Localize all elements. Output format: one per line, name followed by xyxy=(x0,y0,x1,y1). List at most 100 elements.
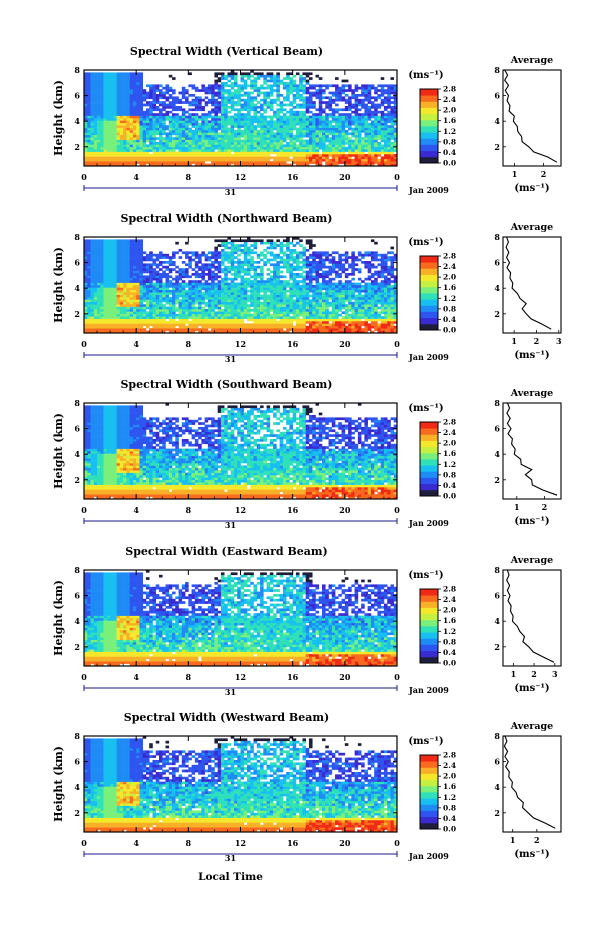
heatmap-cell xyxy=(299,118,303,121)
heatmap-cell xyxy=(106,330,111,333)
heatmap-cell xyxy=(185,149,189,152)
heatmap-cell xyxy=(97,309,101,312)
heatmap-cell xyxy=(158,275,163,279)
heatmap-cell xyxy=(364,122,368,126)
heatmap-cell xyxy=(191,151,196,155)
heatmap-cell xyxy=(119,316,124,319)
heatmap-cell xyxy=(126,158,130,162)
heatmap-cell xyxy=(100,142,104,145)
heatmap-cell xyxy=(93,253,98,257)
heatmap-cell xyxy=(247,98,251,102)
heatmap-cell xyxy=(100,110,104,114)
heatmap-cell xyxy=(240,113,245,116)
heatmap-cell xyxy=(243,137,248,140)
heatmap-cell xyxy=(149,323,153,327)
y-tick-label: 8 xyxy=(74,65,80,75)
heatmap-cell xyxy=(312,101,316,104)
heatmap-cell xyxy=(364,96,368,100)
heatmap-cell xyxy=(191,103,196,107)
heatmap-cell xyxy=(230,91,235,95)
heatmap-cell xyxy=(149,103,153,107)
heatmap-cell xyxy=(302,72,307,76)
heatmap-cell xyxy=(178,101,183,104)
heatmap-cell xyxy=(335,96,339,100)
heatmap-cell xyxy=(227,96,232,100)
heatmap-cell xyxy=(357,86,362,90)
heatmap-cell xyxy=(106,113,111,116)
heatmap-cell xyxy=(260,139,264,143)
heatmap-cell xyxy=(126,137,130,140)
heatmap-cell xyxy=(253,299,258,303)
heatmap-cell xyxy=(110,299,114,303)
heatmap-cell xyxy=(217,108,222,112)
heatmap-cell xyxy=(87,110,91,114)
heatmap-cell xyxy=(338,125,342,128)
heatmap-cell xyxy=(185,132,189,136)
heatmap-cell xyxy=(295,118,300,121)
heatmap-cell xyxy=(103,253,108,257)
heatmap-cell xyxy=(149,115,153,119)
heatmap-cell xyxy=(325,120,329,124)
heatmap-cell xyxy=(292,106,297,109)
heatmap-cell xyxy=(87,241,91,245)
heatmap-cell xyxy=(224,246,228,250)
heatmap-cell xyxy=(243,74,248,78)
heatmap-cell xyxy=(90,301,95,305)
heatmap-cell xyxy=(227,134,232,138)
heatmap-cell xyxy=(260,122,264,126)
heatmap-cell xyxy=(230,318,235,322)
heatmap-cell xyxy=(315,130,320,133)
heatmap-cell xyxy=(207,301,212,305)
heatmap-cell xyxy=(103,304,108,307)
heatmap-cell xyxy=(149,106,153,109)
heatmap-cell xyxy=(214,239,218,243)
heatmap-cell xyxy=(198,268,202,271)
heatmap-cell xyxy=(364,94,368,97)
heatmap-cell xyxy=(165,323,170,327)
heatmap-cell xyxy=(220,241,225,245)
heatmap-cell xyxy=(341,137,346,140)
heatmap-cell xyxy=(191,304,196,307)
heatmap-cell xyxy=(181,110,186,114)
heatmap-cell xyxy=(233,77,238,80)
heatmap-cell xyxy=(172,91,176,95)
heatmap-cell xyxy=(263,118,267,121)
heatmap-cell xyxy=(204,137,209,140)
heatmap-cell xyxy=(348,84,352,88)
heatmap-cell xyxy=(126,84,130,88)
heatmap-cell xyxy=(142,323,147,327)
heatmap-cell xyxy=(181,118,186,121)
heatmap-cell xyxy=(116,277,121,281)
heatmap-cell xyxy=(214,127,218,131)
heatmap-cell xyxy=(292,101,297,104)
heatmap-cell xyxy=(390,108,395,112)
heatmap-cell xyxy=(367,94,372,97)
heatmap-cell xyxy=(357,132,362,136)
heatmap-cell xyxy=(116,239,121,243)
heatmap-cell xyxy=(113,89,117,92)
heatmap-cell xyxy=(188,144,192,148)
heatmap-cell xyxy=(132,318,137,322)
heatmap-cell xyxy=(201,330,205,333)
heatmap-cell xyxy=(217,161,222,164)
heatmap-cell xyxy=(276,103,280,107)
heatmap-cell xyxy=(335,89,339,92)
heatmap-cell xyxy=(194,280,199,283)
heatmap-cell xyxy=(93,301,98,305)
heatmap-cell xyxy=(97,261,101,264)
heatmap-cell xyxy=(129,306,134,310)
heatmap-cell xyxy=(364,125,368,128)
heatmap-cell xyxy=(93,268,98,271)
heatmap-cell xyxy=(201,144,205,148)
heatmap-cell xyxy=(214,261,218,264)
heatmap-cell xyxy=(230,239,235,243)
heatmap-cell xyxy=(214,86,218,90)
heatmap-cell xyxy=(103,294,108,298)
heatmap-cell xyxy=(217,132,222,136)
heatmap-cell xyxy=(315,113,320,116)
heatmap-cell xyxy=(172,127,176,131)
heatmap-cell xyxy=(93,161,98,164)
heatmap-cell xyxy=(132,149,137,152)
heatmap-cell xyxy=(201,292,205,295)
heatmap-cell xyxy=(116,132,121,136)
